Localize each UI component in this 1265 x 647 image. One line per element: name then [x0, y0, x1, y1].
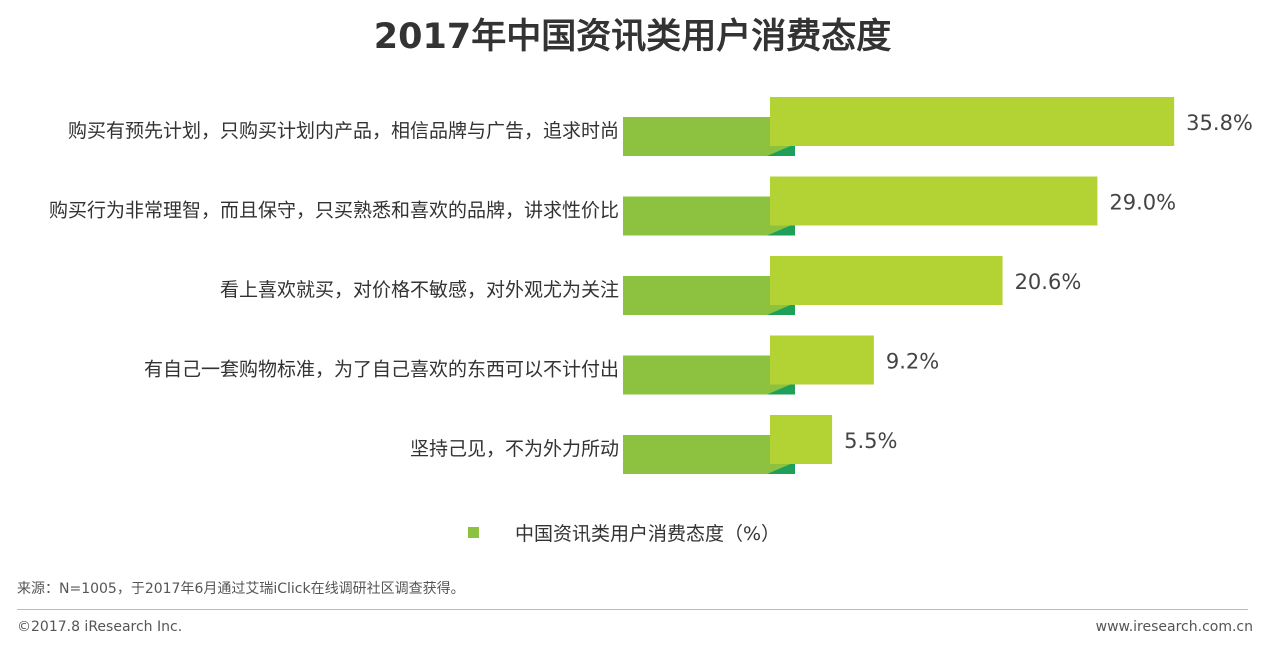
- band-accent: [767, 223, 795, 236]
- category-label: 看上喜欢就买，对价格不敏感，对外观尤为关注: [220, 279, 619, 301]
- bar: [770, 335, 874, 385]
- value-label: 35.8%: [1186, 111, 1253, 135]
- band-accent: [767, 144, 795, 156]
- footer-divider: [17, 609, 1248, 610]
- value-label: 9.2%: [886, 350, 939, 374]
- label-band: [623, 355, 795, 395]
- label-band: [623, 435, 795, 474]
- legend-label: 中国资讯类用户消费态度（%）: [515, 522, 781, 545]
- bar: [770, 256, 1003, 305]
- bar: [770, 97, 1175, 146]
- chart-title: 2017年中国资讯类用户消费态度: [373, 17, 892, 57]
- value-label: 20.6%: [1015, 270, 1082, 294]
- value-label: 29.0%: [1109, 191, 1176, 215]
- label-band: [623, 196, 795, 236]
- legend-swatch: [468, 526, 479, 538]
- band-accent: [767, 303, 795, 315]
- bar-chart: 35.8% 购买有预先计划，只购买计划内产品，相信品牌与广告，追求时尚 29.0% 购…: [49, 97, 1253, 474]
- copyright-text: ©2017.8 iResearch Inc.: [17, 619, 183, 635]
- band-accent: [767, 462, 795, 474]
- label-band: [623, 276, 795, 315]
- category-label: 有自己一套购物标准，为了自己喜欢的东西可以不计付出: [144, 359, 619, 381]
- website-link[interactable]: www.iresearch.com.cn: [1095, 619, 1253, 635]
- legend: 中国资讯类用户消费态度（%）: [468, 518, 780, 546]
- bar: [770, 415, 833, 464]
- source-note: 来源：N=1005，于2017年6月通过艾瑞iClick在线调研社区调查获得。: [17, 581, 465, 597]
- category-label: 购买行为非常理智，而且保守，只买熟悉和喜欢的品牌，讲求性价比: [49, 200, 619, 222]
- bar: [770, 176, 1098, 226]
- category-label: 购买有预先计划，只购买计划内产品，相信品牌与广告，追求时尚: [68, 120, 619, 142]
- band-accent: [767, 382, 795, 395]
- label-band: [623, 117, 795, 156]
- category-label: 坚持己见，不为外力所动: [410, 438, 619, 460]
- value-label: 5.5%: [844, 429, 897, 453]
